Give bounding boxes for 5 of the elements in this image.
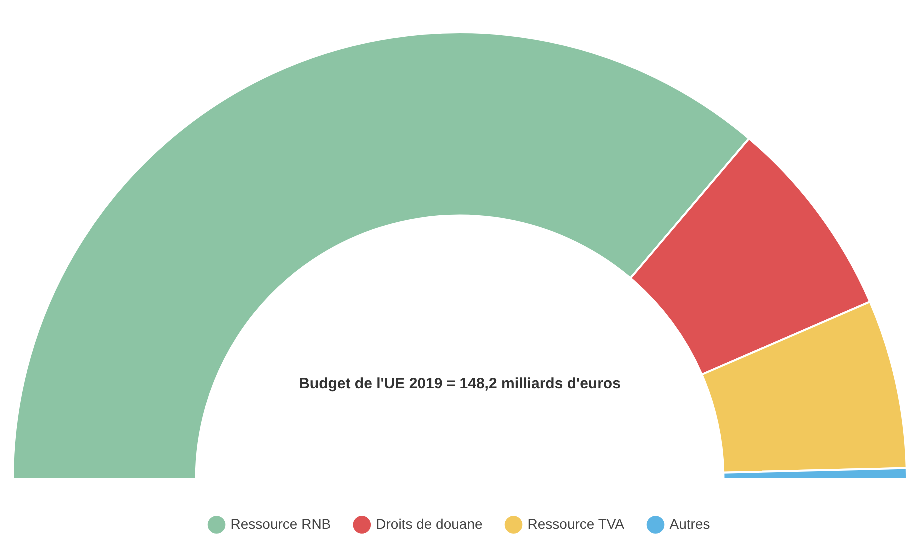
text: Budget de l'UE 2019 = 148,2 milliards d'euros [299,376,621,393]
legend-label: Ressource TVA [528,516,626,532]
legend-label: Droits de douane [376,516,483,532]
legend-label: Ressource RNB [230,516,332,532]
legend-label: Autres [670,516,710,532]
